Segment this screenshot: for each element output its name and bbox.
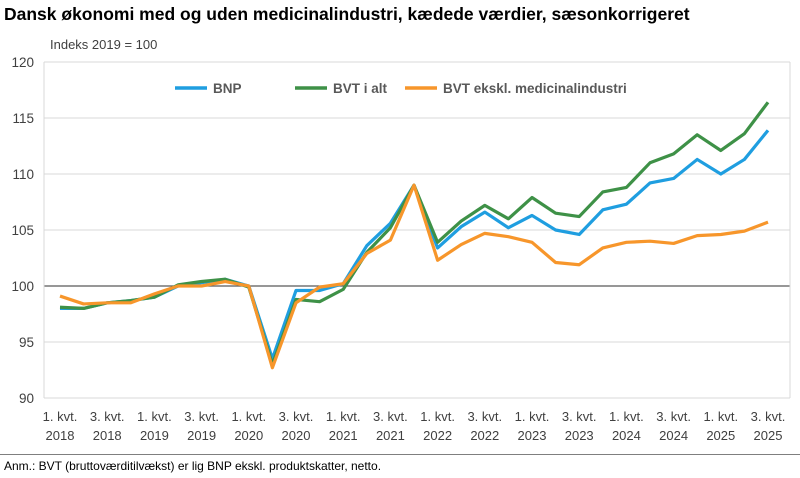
- y-tick-label: 95: [19, 335, 34, 350]
- x-tick-label: 3. kvt.: [184, 409, 219, 424]
- x-tick-label: 1. kvt.: [515, 409, 550, 424]
- x-tick-label: 1. kvt.: [137, 409, 172, 424]
- series-line-1: [59, 101, 770, 366]
- x-tick-label: 3. kvt.: [373, 409, 408, 424]
- x-tick-label: 2021: [376, 428, 405, 443]
- y-tick-label: 110: [12, 167, 34, 182]
- x-tick-label: 2018: [46, 428, 75, 443]
- y-tick-label: 120: [11, 55, 34, 70]
- x-tick-label: 3. kvt.: [562, 409, 597, 424]
- y-tick-label: 105: [11, 223, 34, 238]
- series-line-0: [60, 129, 770, 361]
- y-axis-label: Indeks 2019 = 100: [50, 37, 158, 52]
- x-tick-label: 2025: [706, 428, 735, 443]
- x-tick-label: 2020: [282, 428, 311, 443]
- x-tick-label: 2021: [329, 428, 358, 443]
- y-tick-label: 100: [11, 279, 34, 294]
- y-tick-label: 90: [19, 391, 34, 406]
- x-tick-label: 2025: [754, 428, 783, 443]
- x-tick-label: 2024: [612, 428, 641, 443]
- x-tick-label: 1. kvt.: [231, 409, 266, 424]
- x-tick-label: 2019: [187, 428, 216, 443]
- divider: [0, 454, 800, 455]
- x-tick-label: 2023: [565, 428, 594, 443]
- x-tick-label: 2018: [93, 428, 122, 443]
- x-tick-label: 2022: [470, 428, 499, 443]
- x-tick-label: 2023: [518, 428, 547, 443]
- legend-label: BVT ekskl. medicinalindustri: [443, 81, 627, 96]
- x-tick-label: 3. kvt.: [656, 409, 691, 424]
- y-tick-label: 115: [12, 111, 34, 126]
- chart-title: Dansk økonomi med og uden medicinalindus…: [4, 4, 690, 24]
- x-tick-label: 2020: [234, 428, 263, 443]
- footnote: Anm.: BVT (bruttoværditilvækst) er lig B…: [4, 459, 382, 473]
- x-tick-label: 3. kvt.: [90, 409, 125, 424]
- line-chart: 90 95 100 105 110 115 120 1. kvt. 2018 3. kvt. 201…: [11, 55, 791, 443]
- x-tick-label: 1. kvt.: [420, 409, 455, 424]
- x-tick-label: 3. kvt.: [467, 409, 502, 424]
- x-tick-label: 1. kvt.: [43, 409, 78, 424]
- x-tick-label: 2022: [423, 428, 452, 443]
- x-tick-label: 2024: [659, 428, 688, 443]
- x-tick-label: 1. kvt.: [609, 409, 644, 424]
- legend-label: BVT i alt: [333, 81, 388, 96]
- x-tick-label: 3. kvt.: [751, 409, 786, 424]
- series-line-2: [59, 183, 769, 370]
- x-tick-label: 1. kvt.: [703, 409, 738, 424]
- x-tick-label: 3. kvt.: [279, 409, 314, 424]
- x-tick-label: 2019: [140, 428, 169, 443]
- x-tick-label: 1. kvt.: [326, 409, 361, 424]
- legend-label: BNP: [213, 81, 242, 96]
